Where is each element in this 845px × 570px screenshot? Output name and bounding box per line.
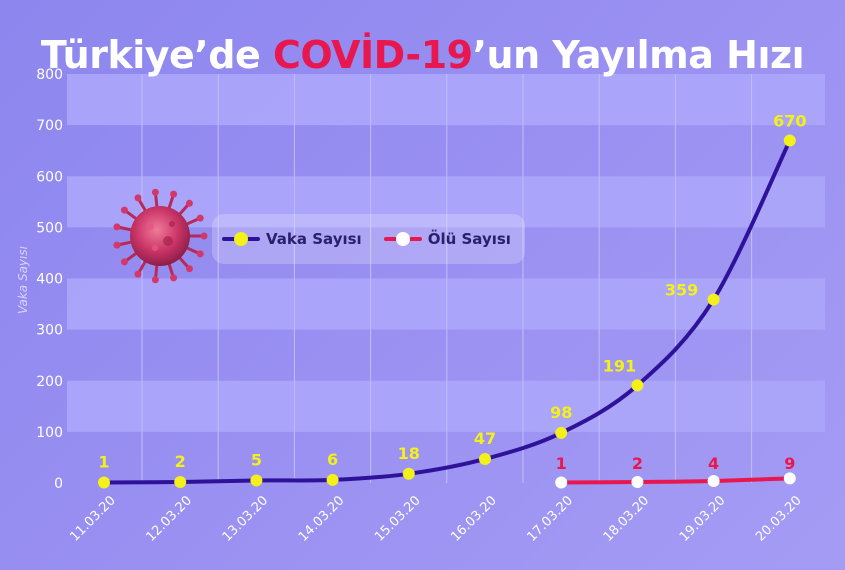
case-data-label: 5 [251,450,262,469]
legend-case-label: Vaka Sayısı [266,230,362,248]
case-data-point [174,475,187,488]
y-tick-label: 400 [36,272,63,288]
x-tick-label: 11.03.20 [67,493,119,545]
death-data-label: 4 [708,454,719,473]
y-tick-label: 500 [36,220,63,236]
grid-band [67,176,825,228]
x-tick-label: 18.03.20 [601,493,653,545]
case-data-label: 191 [603,356,636,375]
x-tick-label: 13.03.20 [220,493,272,545]
case-data-point [479,452,491,465]
coronavirus-icon [113,188,208,284]
virus-spike-tip [134,270,142,278]
title-highlight: COVİD-19 [272,33,473,78]
title-after: ’un Yayılma Hızı [472,33,805,78]
death-series-line [559,476,792,485]
death-data-label: 9 [784,454,795,473]
grid-band [67,380,825,432]
death-data-point [555,476,568,489]
case-data-label: 6 [327,450,338,469]
virus-spike-tip [185,265,193,273]
chart-legend: Vaka Sayısı Ölü Sayısı [212,214,525,264]
virus-spike-tip [113,241,121,249]
legend-item-deaths: Ölü Sayısı [383,230,511,248]
death-data-label: 1 [556,454,567,473]
virus-spike-tip [170,190,178,198]
title-before: Türkiye’de [40,33,273,78]
case-data-point [402,467,415,480]
legend-death-label: Ölü Sayısı [427,230,511,248]
death-data-point [783,472,796,485]
x-tick-label: 19.03.20 [677,493,729,545]
case-data-label: 18 [398,444,420,463]
x-tick-label: 20.03.20 [753,493,805,545]
virus-spike-tip [151,188,159,196]
legend-death-marker [383,232,422,246]
x-tick-label: 14.03.20 [296,493,348,545]
case-data-label: 2 [175,452,186,471]
death-data-point [631,475,644,488]
virus-spike-tip [120,258,128,266]
case-data-point [631,379,644,392]
y-tick-label: 300 [36,323,63,339]
virus-spike-tip [113,223,121,231]
virus-spike-tip [170,274,178,282]
y-axis-ticks: 0 100 200 300 400 500 600 700 800 [36,67,63,492]
case-data-label: 47 [474,429,496,448]
case-data-label: 1 [98,452,109,471]
legend-item-cases: Vaka Sayısı [222,230,362,248]
virus-spike-tip [200,232,208,240]
x-tick-label: 17.03.20 [524,493,576,545]
legend-case-marker [222,232,260,246]
virus-spike-tip [120,206,128,214]
y-tick-label: 200 [36,374,63,390]
case-data-point [783,134,796,147]
case-data-label: 98 [550,403,572,422]
death-data-point [707,474,720,487]
virus-spike-tip [196,214,204,222]
chart-title: Türkiye’de COVİD-19’un Yayılma Hızı [0,33,845,77]
y-tick-label: 700 [36,118,63,134]
x-tick-label: 15.03.20 [372,493,424,545]
case-data-point [98,476,110,489]
y-tick-label: 600 [36,169,63,185]
case-data-point [707,293,720,306]
virus-spike-tip [185,199,193,207]
y-tick-label: 0 [54,476,63,492]
data-labels: 1 2 5 6 18 47 98 191 359 670 1 2 4 9 [98,111,806,473]
background-bands [67,74,825,432]
x-axis-ticks: 11.03.20 12.03.20 13.03.20 14.03.20 15.03.20… [67,493,804,545]
grid-band [67,74,825,126]
case-data-label: 359 [665,280,698,299]
virus-spike-tip [151,276,159,284]
case-data-point [250,474,263,487]
y-axis-label: Vaka Sayısı [16,246,30,314]
series-layer [98,134,796,489]
case-data-point [555,426,568,439]
x-tick-label: 12.03.20 [143,493,195,545]
virus-spike-tip [196,250,204,258]
grid-lines [141,74,753,483]
y-tick-label: 800 [36,67,63,83]
case-data-label: 670 [773,111,806,130]
y-tick-label: 100 [36,425,63,441]
virus-spike-tip [134,194,142,202]
death-data-label: 2 [632,454,643,473]
x-tick-label: 16.03.20 [448,493,500,545]
case-data-point [326,473,339,486]
